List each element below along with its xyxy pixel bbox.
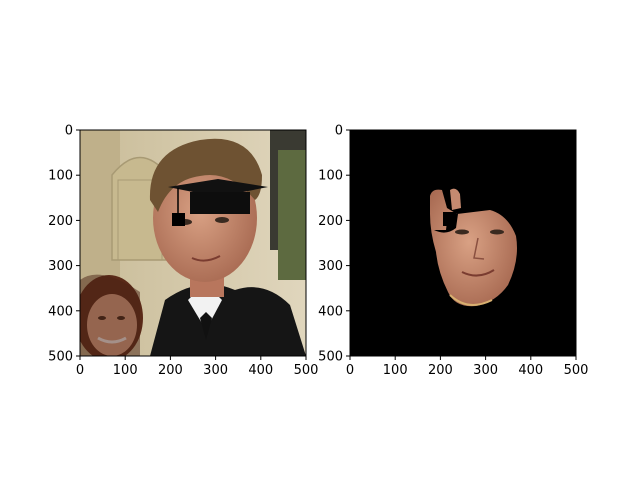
right-panel-xtick-label-1: 100 <box>383 363 408 378</box>
left-panel-xtick-label-5: 500 <box>294 363 319 378</box>
right-panel-ytick-label-2: 200 <box>318 214 343 229</box>
right-panel-xtick-label-0: 0 <box>346 363 354 378</box>
right-panel-ytick-label-5: 500 <box>318 350 343 365</box>
right-panel-ytick-label-3: 300 <box>318 259 343 274</box>
right-panel-xtick-label-2: 200 <box>428 363 453 378</box>
right-panel-ytick-label-0: 0 <box>335 124 343 139</box>
left-panel-ytick-label-3: 300 <box>48 259 73 274</box>
right-panel-ytick-label-4: 400 <box>318 304 343 319</box>
photo-image <box>80 130 306 356</box>
left-panel-ytick-label-2: 200 <box>48 214 73 229</box>
right-panel-xtick-label-5: 500 <box>564 363 589 378</box>
right-axes-frame <box>349 129 577 357</box>
left-panel-ytick-label-1: 100 <box>48 169 73 184</box>
mask-image <box>350 130 576 356</box>
left-panel-ytick-label-4: 400 <box>48 304 73 319</box>
left-panel-ytick-label-0: 0 <box>65 124 73 139</box>
right-panel-xtick-label-4: 400 <box>518 363 543 378</box>
left-panel-xtick-label-2: 200 <box>158 363 183 378</box>
left-panel-xtick-label-0: 0 <box>76 363 84 378</box>
right-panel-ytick-label-1: 100 <box>318 169 343 184</box>
left-axes-frame <box>79 129 307 357</box>
left-panel-xtick-label-3: 300 <box>203 363 228 378</box>
left-panel-xtick-label-1: 100 <box>113 363 138 378</box>
left-panel-ytick-label-5: 500 <box>48 350 73 365</box>
right-panel-xtick-label-3: 300 <box>473 363 498 378</box>
left-panel-xtick-label-4: 400 <box>248 363 273 378</box>
